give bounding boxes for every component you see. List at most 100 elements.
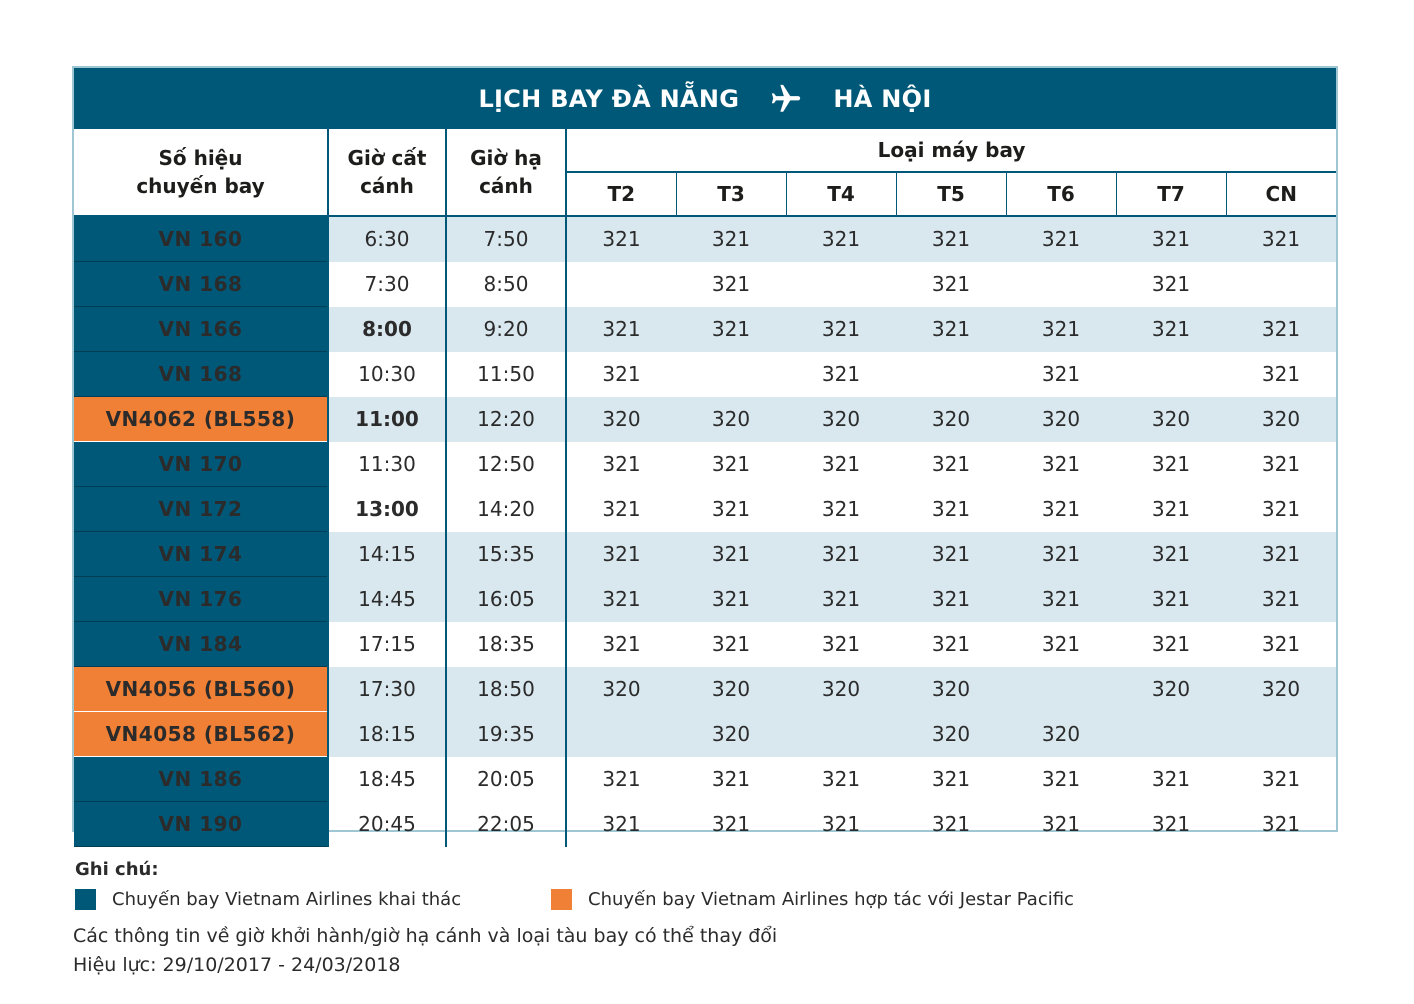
arrival-time-cell: 18:50	[446, 666, 567, 712]
aircraft-type-cell: 320	[1226, 666, 1337, 712]
aircraft-type-cell: 321	[821, 812, 861, 836]
table-row: VN 168 10:30 11:50 321 321 321 321	[74, 351, 1336, 397]
header-day-t4: T4	[786, 172, 897, 217]
aircraft-type-cell: 321	[1151, 497, 1191, 521]
departure-time-cell: 20:45	[328, 801, 447, 847]
table-row: VN 190 20:45 22:05 321 321 321 321 321 321 321	[74, 801, 1336, 847]
aircraft-type-cell: 321	[566, 306, 676, 352]
aircraft-type-cell: 321	[786, 576, 896, 622]
departure-time-cell: 18:15	[328, 711, 447, 757]
table-row: VN4058 (BL562) 18:15 19:35 320 320 320	[74, 711, 1337, 757]
departure-time-cell: 17:15	[328, 621, 447, 667]
legend-swatch-vn	[75, 889, 96, 910]
aircraft-type-cell: 321	[1041, 452, 1081, 476]
aircraft-type-cell: 321	[602, 452, 641, 476]
aircraft-type-cell: 321	[821, 767, 861, 791]
departure-time-cell: 17:30	[328, 666, 447, 712]
aircraft-type-cell: 321	[1041, 362, 1081, 386]
aircraft-type-cell: 321	[602, 362, 641, 386]
aircraft-type-cell: 320	[896, 711, 1006, 757]
arrival-time-cell: 20:05	[446, 756, 567, 802]
legend-vn-label: Chuyến bay Vietnam Airlines khai thác	[112, 889, 462, 910]
flight-number-cell: VN 160	[74, 216, 329, 262]
title-origin: LỊCH BAY ĐÀ NẴNG	[478, 84, 740, 113]
airplane-icon	[772, 84, 801, 112]
aircraft-type-cell: 321	[1261, 767, 1301, 791]
aircraft-type-cell: 321	[821, 632, 861, 656]
aircraft-type-cell: 321	[566, 216, 676, 262]
aircraft-type-cell: 321	[602, 497, 641, 521]
flight-number-cell: VN 170	[74, 441, 329, 487]
aircraft-type-cell	[1006, 666, 1116, 712]
flight-number-cell: VN 184	[74, 621, 329, 667]
departure-time-cell: 14:15	[328, 531, 447, 577]
aircraft-type-cell: 321	[1226, 531, 1337, 577]
aircraft-type-cell: 321	[711, 767, 751, 791]
arrival-time-cell: 12:20	[446, 396, 567, 442]
aircraft-type-cell: 321	[1226, 576, 1337, 622]
aircraft-type-cell: 321	[931, 497, 971, 521]
header-day-cn: CN	[1226, 172, 1337, 217]
aircraft-type-cell: 321	[566, 576, 676, 622]
schedule-frame: LỊCH BAY ĐÀ NẴNG HÀ NỘI Số hiệu chuyến b…	[72, 66, 1338, 847]
aircraft-type-cell: 321	[602, 767, 641, 791]
header-day-t5: T5	[896, 172, 1007, 217]
aircraft-type-cell: 321	[1041, 497, 1081, 521]
aircraft-type-cell: 320	[1226, 396, 1337, 442]
aircraft-type-cell: 321	[676, 531, 786, 577]
aircraft-type-cell: 321	[1151, 812, 1191, 836]
table-row: VN 160 6:30 7:50 321 321 321 321 321 321 321	[74, 216, 1337, 262]
aircraft-type-cell: 321	[1116, 306, 1226, 352]
flight-number-cell: VN 174	[74, 531, 329, 577]
header-departure-time: Giờ cất cánh	[328, 129, 447, 217]
aircraft-type-cell: 321	[1151, 632, 1191, 656]
aircraft-type-cell: 321	[711, 452, 751, 476]
disclaimer-text: Các thông tin về giờ khởi hành/giờ hạ cá…	[73, 925, 778, 947]
header-arrival-time: Giờ hạ cánh	[446, 129, 567, 217]
aircraft-type-cell: 321	[931, 767, 971, 791]
arrival-time-cell: 19:35	[446, 711, 567, 757]
flight-number-cell: VN 186	[74, 756, 329, 802]
aircraft-type-cell: 321	[786, 531, 896, 577]
arrival-time-cell: 22:05	[446, 801, 567, 847]
aircraft-type-cell: 321	[786, 306, 896, 352]
aircraft-type-cell	[786, 262, 896, 307]
header-day-t3: T3	[676, 172, 787, 217]
arrival-time-cell: 16:05	[446, 576, 567, 622]
aircraft-type-cell: 321	[821, 362, 861, 386]
aircraft-type-cell: 321	[566, 531, 676, 577]
aircraft-type-cell: 321	[1006, 306, 1116, 352]
flight-number-cell: VN 168	[74, 261, 329, 307]
aircraft-type-cell: 321	[1006, 216, 1116, 262]
aircraft-type-cell: 320	[1116, 396, 1226, 442]
aircraft-type-cell: 321	[1226, 216, 1337, 262]
flight-number-cell: VN 172	[74, 486, 329, 532]
arrival-time-cell: 9:20	[446, 306, 567, 352]
departure-time-cell: 13:00	[328, 486, 447, 532]
aircraft-type-cell: 321	[1261, 362, 1301, 386]
header-day-t2: T2	[566, 172, 677, 217]
aircraft-type-cell: 321	[1261, 812, 1301, 836]
aircraft-type-cell: 321	[711, 632, 751, 656]
departure-time-cell: 14:45	[328, 576, 447, 622]
table-row: VN 174 14:15 15:35 321 321 321 321 321 321 321	[74, 531, 1337, 577]
flight-number-cell: VN4058 (BL562)	[74, 711, 329, 757]
departure-time-cell: 7:30	[328, 261, 447, 307]
aircraft-type-cell: 320	[676, 396, 786, 442]
flight-number-cell: VN4062 (BL558)	[74, 396, 329, 442]
aircraft-type-cell: 321	[676, 216, 786, 262]
aircraft-type-cell: 321	[602, 632, 641, 656]
aircraft-type-cell: 321	[1116, 531, 1226, 577]
aircraft-type-cell: 321	[711, 272, 751, 296]
flight-schedule-table: Số hiệu chuyến bay Giờ cất cánh Giờ hạ c…	[74, 129, 1337, 847]
aircraft-type-cell: 320	[786, 396, 896, 442]
departure-time-cell: 8:00	[328, 306, 447, 352]
aircraft-type-cell: 321	[676, 306, 786, 352]
aircraft-type-cell: 321	[1261, 632, 1301, 656]
legend-bl-label: Chuyến bay Vietnam Airlines hợp tác với …	[588, 889, 1074, 910]
aircraft-type-cell: 321	[1116, 576, 1226, 622]
arrival-time-cell: 12:50	[446, 441, 567, 487]
aircraft-type-cell: 320	[566, 666, 676, 712]
flight-number-cell: VN 176	[74, 576, 329, 622]
aircraft-type-cell: 321	[1116, 216, 1226, 262]
